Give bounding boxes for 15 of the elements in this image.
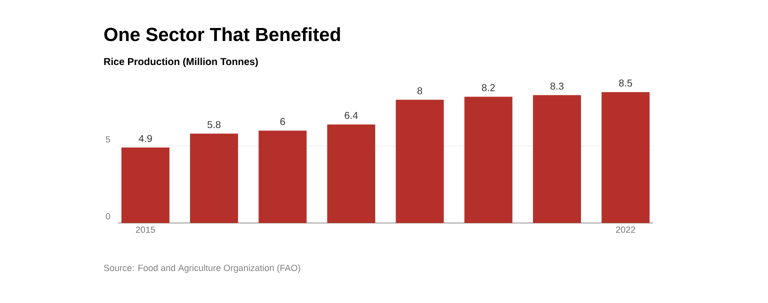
data-label: 6 bbox=[280, 118, 285, 126]
data-label: 6.4 bbox=[344, 112, 358, 119]
chart-title: One Sector That Benefited bbox=[104, 27, 340, 42]
source-note: Source: Food and Agriculture Organization (FAO) bbox=[104, 264, 300, 273]
data-label: 8.3 bbox=[550, 82, 564, 90]
data-label: 5.8 bbox=[208, 121, 221, 128]
chart-subtitle: Rice Production (Million Tonnes) bbox=[104, 58, 258, 68]
data-label: 8.2 bbox=[482, 84, 495, 92]
y-tick-label: 0 bbox=[106, 213, 110, 220]
data-label: 4.9 bbox=[138, 134, 152, 142]
data-label: 8 bbox=[417, 87, 422, 94]
x-tick-label: 2022 bbox=[616, 226, 636, 233]
x-tick-label: 2015 bbox=[136, 226, 156, 233]
y-tick-label: 5 bbox=[106, 136, 110, 142]
data-label: 8.5 bbox=[619, 80, 632, 87]
